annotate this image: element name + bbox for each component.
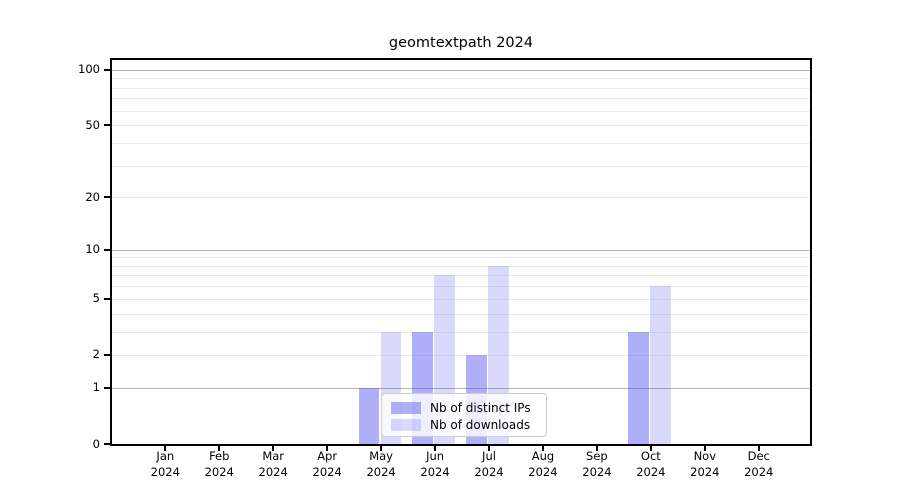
x-tick-mark — [703, 446, 706, 451]
bars-layer — [112, 60, 810, 444]
x-tick-label: Aug 2024 — [528, 449, 558, 479]
legend-swatch-distinct-ips — [391, 401, 421, 414]
gridline-minor — [112, 265, 810, 267]
gridline-minor — [112, 331, 810, 333]
legend-label-downloads: Nb of downloads — [430, 417, 531, 432]
y-tick-mark — [104, 353, 110, 356]
legend-swatch-downloads — [391, 418, 421, 431]
x-tick-mark — [326, 446, 329, 451]
gridline-minor — [112, 165, 810, 167]
y-tick-mark — [104, 248, 110, 251]
x-tick-label: Oct 2024 — [636, 449, 666, 479]
bar-distinct-ips — [358, 387, 379, 444]
x-tick-mark — [164, 446, 167, 451]
y-tick-label: 1 — [92, 380, 100, 395]
gridline-minor — [112, 98, 810, 100]
x-tick-mark — [380, 446, 383, 451]
gridline-minor — [112, 354, 810, 356]
gridline-major — [112, 69, 810, 71]
gridline-minor — [112, 78, 810, 80]
gridline-minor — [112, 286, 810, 288]
y-tick-mark — [104, 124, 110, 127]
x-tick-mark — [488, 446, 490, 451]
chart-title: geomtextpath 2024 — [388, 35, 534, 51]
gridline-minor — [112, 257, 810, 259]
x-tick-mark — [434, 446, 437, 451]
x-tick-label: Apr 2024 — [312, 449, 342, 479]
gridline-minor — [112, 275, 810, 277]
legend-item-downloads: Nb of downloads — [391, 416, 538, 433]
x-tick-mark — [541, 446, 544, 451]
gridline-minor — [112, 298, 810, 300]
gridline-minor — [112, 110, 810, 112]
y-tick-label: 100 — [78, 62, 100, 77]
y-tick-mark — [104, 386, 110, 389]
y-tick-label: 5 — [92, 291, 100, 306]
x-tick-label: Nov 2024 — [690, 449, 720, 479]
gridline-minor — [112, 125, 810, 127]
y-tick-label: 20 — [85, 189, 100, 204]
x-tick-label: Mar 2024 — [258, 449, 288, 479]
y-tick-mark — [104, 297, 110, 300]
bar-downloads — [650, 286, 671, 444]
gridline-minor — [112, 87, 810, 89]
x-tick-mark — [595, 446, 598, 451]
y-tick-mark — [104, 443, 110, 445]
bar-distinct-ips — [628, 331, 649, 444]
y-tick-label: 50 — [85, 117, 100, 132]
x-tick-label: Jun 2024 — [420, 449, 450, 479]
x-tick-mark — [757, 446, 760, 451]
y-tick-label: 0 — [92, 436, 100, 451]
plot-area: Nb of distinct IPs Nb of downloads — [110, 58, 812, 446]
x-tick-mark — [218, 446, 221, 451]
x-tick-label: Feb 2024 — [204, 449, 234, 479]
y-tick-label: 10 — [85, 242, 100, 257]
y-tick-mark — [104, 68, 110, 71]
gridline-minor — [112, 197, 810, 199]
legend-label-distinct-ips: Nb of distinct IPs — [430, 400, 531, 415]
gridline-major — [112, 249, 810, 251]
legend: Nb of distinct IPs Nb of downloads — [381, 393, 547, 437]
y-tick-label: 2 — [92, 347, 100, 362]
gridline-major — [112, 387, 810, 389]
legend-item-distinct-ips: Nb of distinct IPs — [391, 399, 538, 416]
x-tick-label: Jan 2024 — [150, 449, 180, 479]
x-tick-label: May 2024 — [366, 449, 396, 479]
x-tick-mark — [272, 446, 275, 451]
x-tick-label: Jul 2024 — [474, 449, 504, 479]
gridline-minor — [112, 142, 810, 144]
gridline-minor — [112, 313, 810, 315]
y-tick-mark — [104, 196, 110, 199]
grid-layer — [112, 60, 810, 444]
x-tick-label: Dec 2024 — [744, 449, 774, 479]
x-tick-label: Sep 2024 — [582, 449, 612, 479]
x-tick-mark — [649, 446, 652, 451]
